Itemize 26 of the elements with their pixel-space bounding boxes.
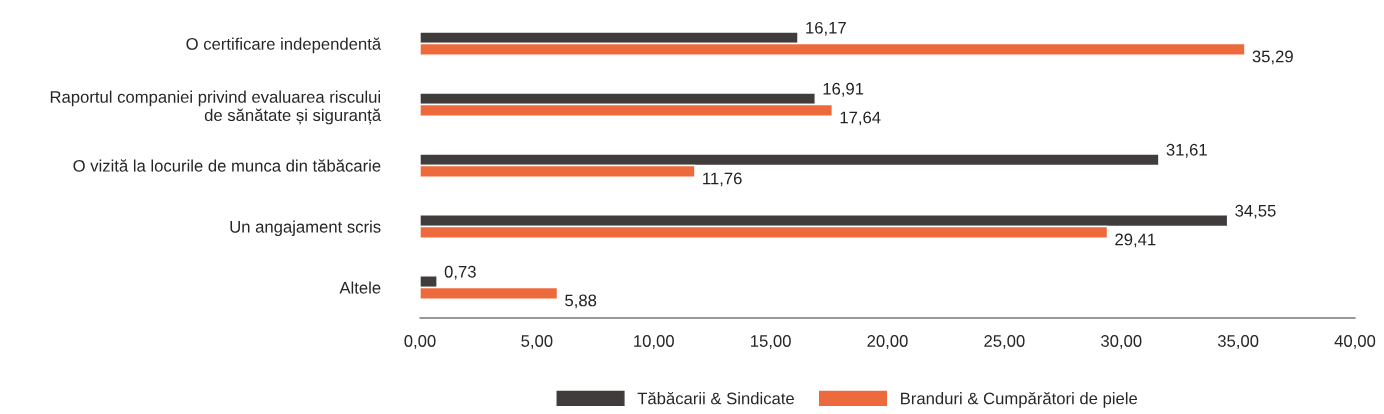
data-label: 17,64: [840, 111, 881, 126]
data-label: 34,55: [1235, 204, 1276, 219]
x-tick-label: 10,00: [634, 335, 674, 349]
y-tick-label: Raportul companiei privind evaluarea riscului de sănătate și siguranță: [50, 90, 382, 125]
data-label: 35,29: [1252, 50, 1293, 65]
data-label: 16,17: [806, 21, 846, 36]
legend-label: Branduri & Cumpărători de piele: [901, 391, 1138, 408]
x-tick-label: 5,00: [521, 335, 553, 349]
data-label: 11,76: [703, 172, 742, 187]
data-label: 0,73: [444, 265, 476, 280]
data-label: 5,88: [565, 294, 597, 309]
data-label: 31,61: [1166, 143, 1207, 158]
x-tick-label: 25,00: [984, 335, 1025, 349]
x-tick-label: 40,00: [1334, 335, 1376, 349]
data-label: 29,41: [1115, 233, 1156, 248]
y-tick-label: Un angajament scris: [230, 220, 381, 237]
x-tick-label: 30,00: [1101, 335, 1142, 349]
y-tick-label: O certificare independentă: [186, 37, 382, 54]
x-tick-label: 0,00: [404, 335, 436, 349]
legend-label: Tăbăcarii & Sindicate: [637, 391, 794, 405]
y-tick-label: Altele: [339, 281, 381, 294]
x-tick-label: 35,00: [1217, 335, 1259, 349]
data-label: 16,91: [823, 82, 864, 97]
x-tick-label: 20,00: [867, 335, 908, 349]
x-tick-label: 15,00: [751, 335, 791, 349]
y-tick-label: O vizită la locurile de munca din tăbăcarie: [73, 159, 381, 172]
